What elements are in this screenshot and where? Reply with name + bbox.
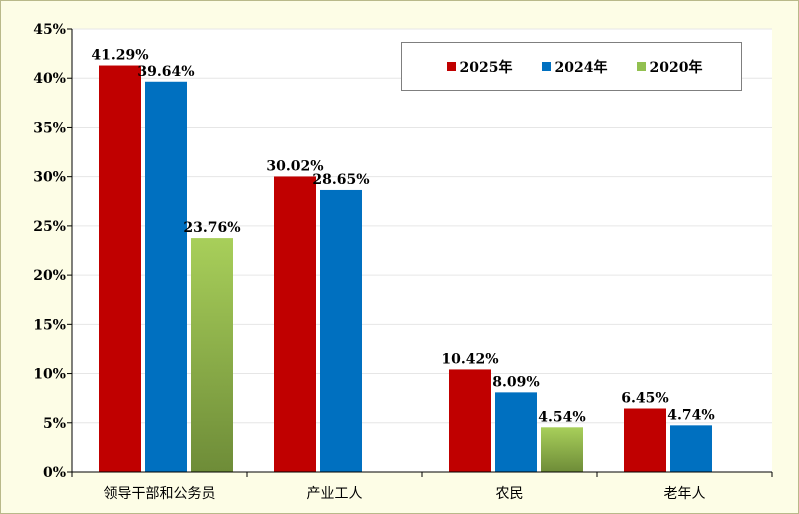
legend-item-2024: 2024年 [541, 57, 608, 77]
bar-2020 [541, 427, 583, 472]
x-category-label: 产业工人 [307, 486, 363, 502]
x-category-label: 农民 [496, 486, 524, 502]
data-label: 30.02% [266, 158, 323, 174]
y-tick-label: 10% [33, 367, 66, 383]
data-label: 4.74% [667, 407, 714, 423]
legend-swatch-2025 [446, 62, 456, 71]
y-tick-label: 20% [33, 268, 66, 284]
y-tick-label: 15% [33, 317, 66, 333]
data-label: 8.09% [492, 374, 539, 390]
y-tick-label: 0% [43, 465, 66, 481]
data-label: 4.54% [538, 409, 585, 425]
bar-2025 [99, 65, 141, 472]
bar-2025 [274, 176, 316, 472]
legend-label-2024: 2024年 [554, 59, 608, 76]
plot-area [72, 29, 772, 472]
bar-2024 [320, 189, 362, 472]
y-tick-label: 45% [33, 22, 66, 38]
legend-item-2020: 2020年 [636, 57, 703, 77]
legend: 2025年 2024年 2020年 [401, 42, 742, 91]
bar-2025 [624, 408, 666, 472]
data-label: 10.42% [441, 351, 498, 367]
data-label: 28.65% [312, 172, 369, 188]
x-category-label: 老年人 [664, 486, 706, 502]
legend-swatch-2024 [541, 62, 551, 71]
data-label: 6.45% [621, 391, 668, 407]
y-tick-label: 30% [33, 170, 66, 186]
legend-label-2025: 2025年 [459, 59, 513, 76]
legend-label-2020: 2020年 [649, 59, 703, 76]
legend-item-2025: 2025年 [446, 57, 513, 77]
data-label: 39.64% [137, 64, 194, 80]
y-tick-label: 35% [33, 120, 66, 136]
bar-2025 [449, 369, 491, 472]
bar-2020 [191, 238, 233, 472]
data-label: 23.76% [183, 220, 240, 236]
y-tick-label: 40% [33, 71, 66, 87]
bar-2024 [670, 425, 712, 472]
legend-swatch-2020 [636, 62, 646, 71]
bar-2024 [145, 81, 187, 472]
data-label: 41.29% [91, 48, 148, 64]
x-category-label: 领导干部和公务员 [104, 486, 216, 502]
bar-2024 [495, 392, 537, 472]
y-tick-label: 25% [33, 219, 66, 235]
y-tick-label: 5% [43, 416, 66, 432]
